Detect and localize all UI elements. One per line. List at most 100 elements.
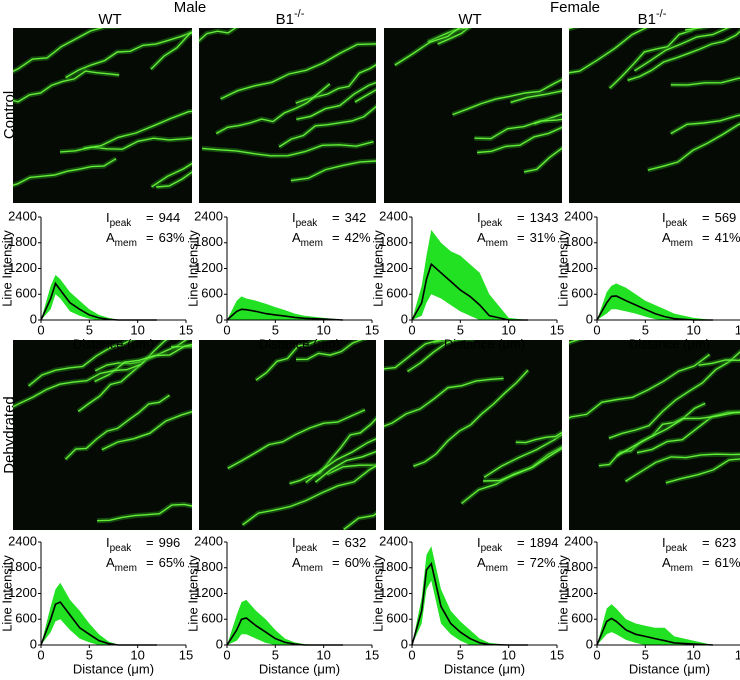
x-tick-label: 15 [365,647,379,662]
y-tick-label: 600 [15,286,37,301]
membrane-signal [97,503,192,522]
x-axis-label: Distance (μm) [73,661,154,676]
x-tick-label: 15 [550,647,564,662]
annotation: Amem [106,555,137,573]
annotation-symbol: I [106,535,110,550]
micrograph-content [226,340,376,530]
annotation: Amem [477,230,508,248]
x-tick-label: 10 [686,647,700,662]
micrograph [13,340,192,530]
annotation-symbol: A [106,555,115,570]
membrane-signal [289,417,376,485]
annotation-eq: = [146,230,154,245]
genotype-header: B1-/- [276,8,305,28]
annotation-subscript: peak [666,218,689,229]
micrograph [384,28,562,203]
membrane-signal [634,28,730,72]
mean-line [596,617,714,646]
annotation-number: 65% [159,555,185,570]
annotation-symbol: I [477,535,481,550]
membrane-signal [685,28,704,31]
membrane-signal [533,113,562,125]
micrograph-content [569,28,740,173]
annotation-symbol: A [292,555,301,570]
annotation-value: = 996 [146,535,180,550]
annotation-eq: = [517,210,525,225]
y-tick-label: 1800 [194,559,223,574]
membrane-signal [83,110,192,150]
y-tick-label: 1200 [8,585,37,600]
x-tick-label: 10 [130,322,144,337]
membrane-signal [665,458,740,484]
y-axis-label: Line Intensity [0,555,14,632]
micrograph [384,340,562,530]
annotation: Ipeak [292,210,318,228]
annotation-number: 632 [345,535,367,550]
x-axis-label: Distance (μm) [73,336,154,351]
sex-header: Female [550,0,600,16]
annotation-subscript: mem [301,238,323,249]
micrograph-content [199,28,376,184]
x-tick-label: 0 [37,647,44,662]
membrane-signal [227,409,366,470]
genotype-name: B1 [638,11,656,28]
annotation-eq: = [332,230,340,245]
annotation-subscript: peak [481,218,504,229]
x-tick-label: 0 [408,647,415,662]
annotation-number: 31% [530,230,556,245]
membrane-signal [215,83,331,135]
x-axis-label: Distance (μm) [259,661,340,676]
membrane-signal [625,453,740,482]
x-tick-label: 15 [365,322,379,337]
annotation-eq: = [517,535,525,550]
genotype-header: B1-/- [638,8,667,28]
annotation: Ipeak [477,535,503,553]
membrane-signal [290,160,376,182]
annotation-subscript: peak [110,218,133,229]
error-band [597,604,713,645]
y-axis-label: Line Intensity [555,555,570,632]
annotation: Amem [106,230,137,248]
y-tick-label: 0 [401,636,408,651]
x-tick-label: 0 [408,322,415,337]
x-tick-label: 5 [272,647,279,662]
x-axis-label: Distance (μm) [629,336,710,351]
annotation: Amem [292,230,323,248]
x-tick-label: 0 [593,322,600,337]
error-band [412,546,528,645]
membrane-signal [156,171,192,188]
membrane-signal [151,162,192,188]
membrane-signal [452,78,562,116]
y-tick-label: 2400 [379,208,408,223]
membrane-signal [94,343,192,383]
annotation-eq: = [146,210,154,225]
y-tick-label: 1200 [194,260,223,275]
membrane-signal [101,410,192,451]
x-tick-label: 10 [501,322,515,337]
micrograph-content [13,28,192,190]
y-tick-label: 0 [216,636,223,651]
x-tick-label: 10 [316,322,330,337]
genotype-header: WT [98,11,121,28]
annotation-eq: = [146,555,154,570]
annotation: Ipeak [477,210,503,228]
annotation-symbol: A [477,230,486,245]
annotation-subscript: peak [296,543,319,554]
y-tick-label: 1200 [379,260,408,275]
x-tick-label: 0 [223,647,230,662]
membrane-signal [474,118,562,140]
annotation-subscript: peak [666,543,689,554]
annotation-value: = 31% [517,230,556,245]
sex-header: Male [174,0,207,16]
annotation-value: = 342 [332,210,366,225]
membrane-signal [647,123,740,171]
micrograph-content [13,340,192,524]
x-tick-label: 5 [86,322,93,337]
annotation: Amem [662,230,693,248]
membrane-signal [483,447,562,482]
y-tick-label: 0 [401,311,408,326]
annotation-number: 944 [159,210,181,225]
y-axis-label: Line Intensity [185,555,200,632]
x-tick-label: 5 [457,647,464,662]
